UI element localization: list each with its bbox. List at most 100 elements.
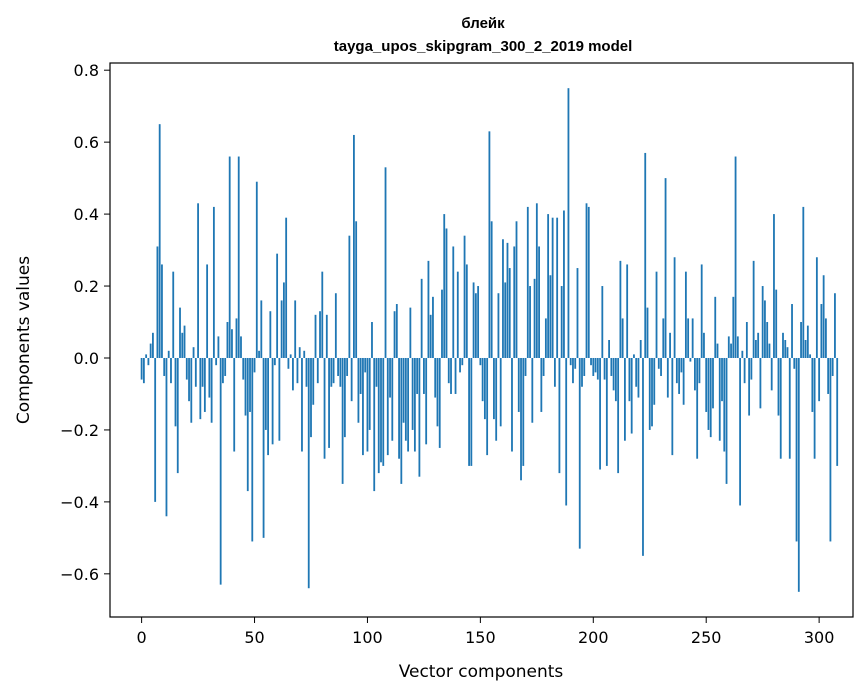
bar-131: [436, 357, 439, 427]
bar-208: [610, 357, 613, 376]
bar-214: [624, 357, 626, 441]
bar-221: [639, 340, 642, 358]
bar-19: [183, 325, 186, 358]
bar-255: [716, 343, 719, 358]
bar-138: [452, 246, 455, 358]
bar-229: [657, 357, 660, 369]
bar-41: [233, 357, 236, 452]
bar-132: [438, 357, 441, 448]
bar-261: [730, 343, 732, 358]
bar-241: [684, 271, 687, 358]
bar-86: [334, 293, 337, 358]
bar-219: [635, 357, 638, 387]
bar-38: [226, 322, 229, 358]
bar-178: [542, 357, 545, 376]
bar-56: [267, 357, 269, 456]
bar-113: [395, 304, 398, 358]
bar-291: [797, 357, 800, 592]
bar-17: [179, 307, 181, 358]
bar-277: [766, 322, 769, 358]
bar-308: [836, 357, 839, 466]
bar-306: [831, 357, 834, 376]
plot-frame: [109, 62, 854, 618]
bar-44: [240, 336, 242, 358]
bar-99: [364, 357, 367, 373]
bar-115: [400, 357, 403, 484]
bar-184: [556, 217, 559, 358]
bar-263: [734, 156, 737, 358]
bar-12: [167, 350, 170, 358]
y-tick-label: 0.6: [74, 133, 99, 152]
bar-28: [203, 357, 206, 412]
bar-13: [170, 357, 172, 384]
bar-59: [273, 357, 276, 366]
bar-112: [393, 311, 396, 358]
bar-39: [228, 156, 231, 358]
bar-253: [712, 357, 714, 409]
bar-305: [829, 357, 832, 542]
bar-256: [718, 357, 721, 441]
bar-0: [140, 357, 143, 380]
bar-230: [660, 357, 662, 376]
bar-222: [642, 357, 644, 556]
bar-158: [497, 293, 500, 358]
bar-170: [524, 357, 527, 376]
bar-26: [199, 357, 202, 420]
bar-244: [691, 318, 694, 358]
bar-77: [314, 314, 317, 358]
bar-53: [260, 300, 263, 358]
bar-29: [206, 264, 209, 358]
bar-175: [535, 203, 538, 358]
bar-199: [590, 357, 592, 366]
bar-189: [567, 88, 570, 358]
bar-48: [249, 357, 251, 412]
bar-193: [576, 268, 579, 358]
bar-3: [147, 357, 150, 366]
x-tick-label: 0: [137, 628, 147, 647]
bar-96: [357, 357, 360, 423]
bar-224: [646, 307, 649, 358]
x-tick-label: 300: [804, 628, 835, 647]
y-tick-label: 0.2: [74, 277, 99, 296]
bar-21: [188, 357, 190, 402]
y-tick-label: 0.0: [74, 349, 99, 368]
bar-151: [481, 357, 484, 402]
bar-198: [587, 206, 590, 358]
bar-197: [585, 203, 588, 358]
bar-251: [707, 357, 710, 430]
bar-143: [463, 235, 466, 358]
bar-95: [355, 221, 358, 358]
bar-76: [312, 357, 315, 405]
bar-215: [626, 264, 629, 358]
bar-232: [664, 178, 667, 358]
bar-185: [558, 357, 561, 474]
bar-187: [563, 210, 565, 358]
bar-107: [382, 357, 385, 466]
bar-203: [599, 357, 601, 470]
bar-268: [745, 322, 748, 358]
bar-177: [540, 357, 543, 412]
bar-148: [474, 293, 477, 358]
bar-172: [529, 286, 531, 358]
bar-100: [366, 357, 369, 452]
bar-234: [669, 332, 671, 358]
bar-125: [423, 357, 425, 394]
bar-55: [264, 357, 267, 430]
bar-65: [287, 357, 290, 369]
bar-6: [154, 357, 157, 502]
bar-89: [341, 357, 344, 484]
bar-90: [343, 357, 346, 438]
bar-301: [820, 304, 823, 358]
bar-171: [526, 206, 529, 358]
bar-133: [441, 289, 443, 358]
bar-7: [156, 246, 159, 358]
bar-154: [488, 131, 491, 358]
bar-84: [330, 357, 333, 387]
bar-25: [197, 203, 199, 358]
bar-35: [219, 357, 222, 585]
bar-287: [788, 357, 791, 459]
bar-293: [802, 206, 805, 358]
bar-307: [834, 293, 836, 358]
bar-87: [337, 357, 339, 376]
bar-61: [278, 357, 281, 441]
